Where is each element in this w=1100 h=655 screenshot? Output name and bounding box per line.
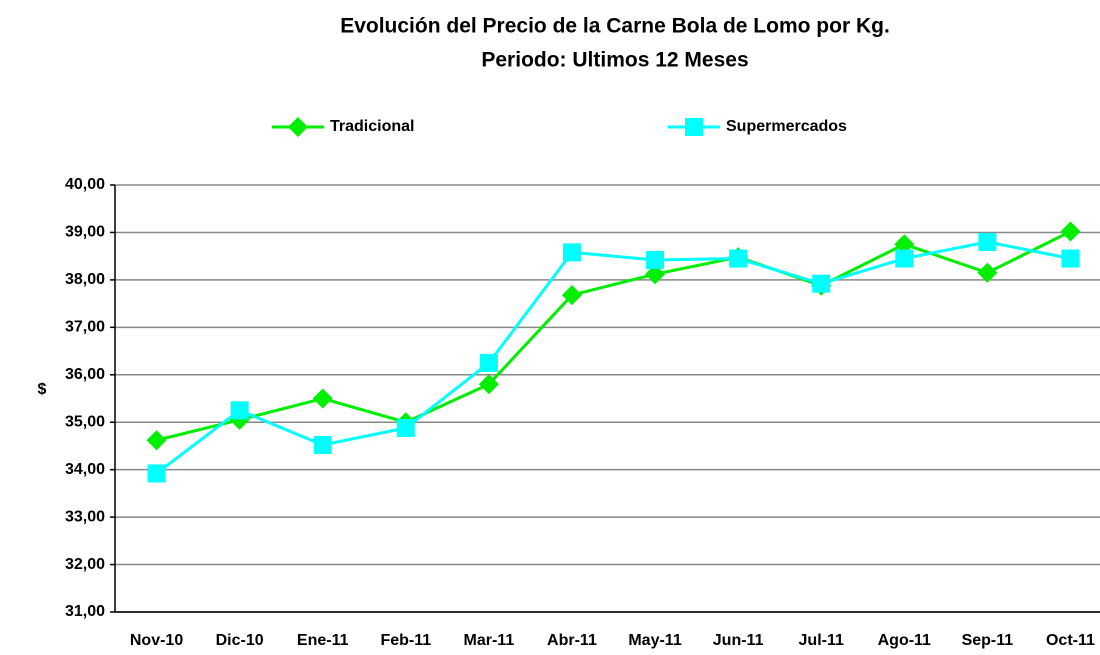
data-point: [1061, 249, 1080, 268]
x-tick-label: Ago-11: [878, 632, 931, 649]
y-tick-label: 32,00: [65, 556, 105, 573]
x-tick-label: May-11: [628, 632, 681, 649]
data-point: [978, 232, 997, 251]
data-point: [729, 249, 748, 268]
y-tick-label: 39,00: [65, 224, 105, 241]
data-point: [396, 418, 415, 437]
legend-marker: [685, 118, 703, 136]
y-tick-label: 34,00: [65, 461, 105, 478]
x-tick-label: Feb-11: [380, 632, 431, 649]
data-point: [812, 274, 831, 293]
legend-label: Supermercados: [726, 118, 847, 135]
x-tick-label: Nov-10: [130, 632, 183, 649]
x-tick-label: Dic-10: [216, 632, 264, 649]
data-point: [561, 285, 582, 306]
data-point: [313, 435, 332, 454]
series-line: [155, 240, 1071, 475]
y-tick-label: 33,00: [65, 508, 105, 525]
legend-marker: [288, 117, 308, 137]
y-tick-label: 35,00: [65, 413, 105, 430]
data-point: [146, 430, 167, 451]
x-tick-label: Sep-11: [962, 632, 1014, 649]
y-tick-label: 31,00: [65, 603, 105, 620]
x-tick-label: Mar-11: [464, 632, 515, 649]
y-tick-label: 36,00: [65, 366, 105, 383]
data-point: [230, 401, 249, 420]
x-tick-label: Jun-11: [713, 632, 764, 649]
data-point: [312, 388, 333, 409]
data-point: [645, 264, 666, 285]
data-point: [895, 249, 914, 268]
y-tick-label: 37,00: [65, 319, 105, 336]
x-tick-label: Jul-11: [799, 632, 844, 649]
x-tick-label: Abr-11: [547, 632, 597, 649]
data-point: [894, 234, 915, 255]
data-point: [977, 262, 998, 283]
x-tick-label: Oct-11: [1046, 632, 1095, 649]
x-tick-label: Ene-11: [297, 632, 349, 649]
data-point: [562, 243, 581, 262]
y-tick-label: 40,00: [65, 176, 105, 193]
data-point: [147, 464, 166, 483]
chart-subtitle: Periodo: Ultimos 12 Meses: [481, 49, 748, 72]
data-point: [1060, 221, 1081, 242]
data-point: [646, 250, 665, 269]
y-tick-label: 38,00: [65, 271, 105, 288]
y-axis-label: $: [38, 381, 47, 398]
chart-title: Evolución del Precio de la Carne Bola de…: [340, 15, 890, 38]
legend-label: Tradicional: [330, 118, 414, 135]
series-line: [156, 230, 1072, 442]
data-point: [478, 374, 499, 395]
data-point: [479, 353, 498, 372]
